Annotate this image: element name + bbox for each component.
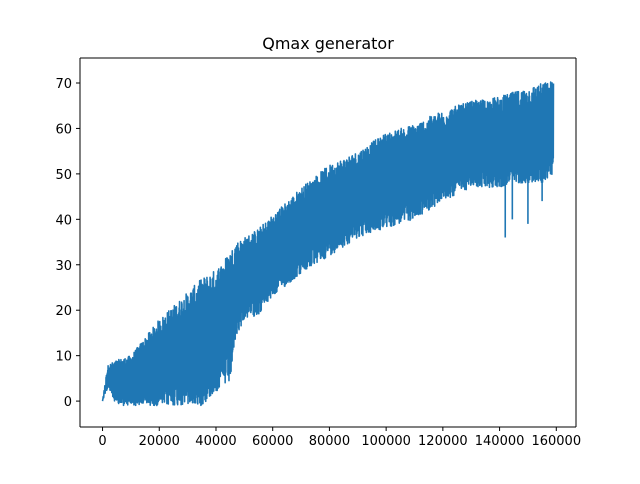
y-tick-label: 20 [55,304,72,319]
y-tick-label: 60 [55,122,72,137]
chart-title: Qmax generator [262,34,394,53]
x-tick-label: 160000 [531,434,581,449]
x-tick-label: 100000 [361,434,411,449]
y-tick-label: 50 [55,168,72,183]
x-tick-label: 80000 [309,434,350,449]
x-tick-label: 140000 [475,434,525,449]
y-tick-label: 0 [64,395,72,410]
x-tick-label: 0 [98,434,106,449]
x-tick-label: 60000 [252,434,293,449]
x-axis: 0 20000 40000 60000 80000 100000 120000 140000 1… [98,427,581,449]
x-tick-label: 20000 [139,434,180,449]
y-tick-label: 10 [55,350,72,365]
y-tick-label: 70 [55,77,72,92]
y-tick-label: 30 [55,259,72,274]
x-tick-label: 120000 [418,434,468,449]
plot-area [101,81,555,407]
y-tick-label: 40 [55,213,72,228]
series-line [101,81,555,407]
y-axis: 0 10 20 30 40 50 60 70 [55,77,80,410]
x-tick-label: 40000 [195,434,236,449]
axes-frame [79,57,577,428]
